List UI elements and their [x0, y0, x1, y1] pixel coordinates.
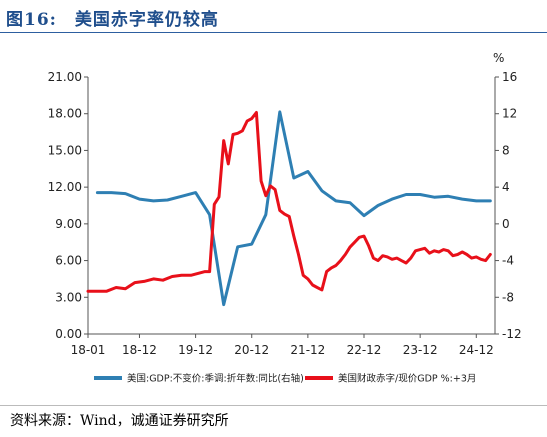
chart-axes: 0.00 3.00 6.00 9.00 12.00 15.00 18.00 21.00 -12 -…	[48, 51, 522, 357]
x-tick-label: 22-12	[347, 343, 382, 357]
series-line-gdp-growth	[95, 110, 492, 307]
x-tick-label: 19-12	[178, 343, 213, 357]
x-tick-label: 20-12	[234, 343, 269, 357]
right-tick-label: 0	[502, 217, 510, 231]
line-chart: 0.00 3.00 6.00 9.00 12.00 15.00 18.00 21.00 -12 -…	[48, 51, 522, 385]
x-tick-label: 18-12	[122, 343, 157, 357]
right-tick-label: 12	[502, 107, 517, 121]
x-tick-label: 21-12	[290, 343, 325, 357]
chart-legend: 美国:GDP:不变价:季调:折年数:同比(右轴) 美国财政赤字/现价GDP %:+…	[94, 373, 476, 385]
title-underline	[0, 32, 547, 33]
series-line-deficit-ratio	[86, 111, 492, 293]
right-tick-label: 4	[502, 180, 510, 194]
left-tick-label: 15.00	[48, 143, 82, 157]
right-tick-label: 8	[502, 143, 510, 157]
left-tick-label: 6.00	[55, 254, 82, 268]
right-tick-label: -8	[502, 290, 514, 304]
left-tick-label: 9.00	[55, 217, 82, 231]
left-tick-label: 12.00	[48, 180, 82, 194]
right-axis-unit: %	[493, 51, 504, 65]
left-tick-label: 0.00	[55, 327, 82, 341]
chart-lines	[86, 110, 492, 307]
legend-item-gdp-growth-label: 美国:GDP:不变价:季调:折年数:同比(右轴)	[127, 373, 304, 385]
right-tick-label: 16	[502, 70, 517, 84]
source-note: 资料来源：Wind，诚通证券研究所	[10, 413, 229, 429]
figure-title: 图16: 美国赤字率仍较高	[6, 10, 219, 30]
right-tick-label: -4	[502, 254, 514, 268]
left-tick-label: 21.00	[48, 70, 82, 84]
right-tick-label: -12	[502, 327, 522, 341]
x-tick-label: 18-01	[71, 343, 106, 357]
source-separator	[0, 405, 547, 406]
legend-item-deficit-ratio-label: 美国财政赤字/现价GDP %:+3月	[338, 373, 476, 385]
left-tick-label: 3.00	[55, 290, 82, 304]
left-tick-label: 18.00	[48, 107, 82, 121]
x-tick-label: 23-12	[403, 343, 438, 357]
x-tick-label: 24-12	[459, 343, 494, 357]
